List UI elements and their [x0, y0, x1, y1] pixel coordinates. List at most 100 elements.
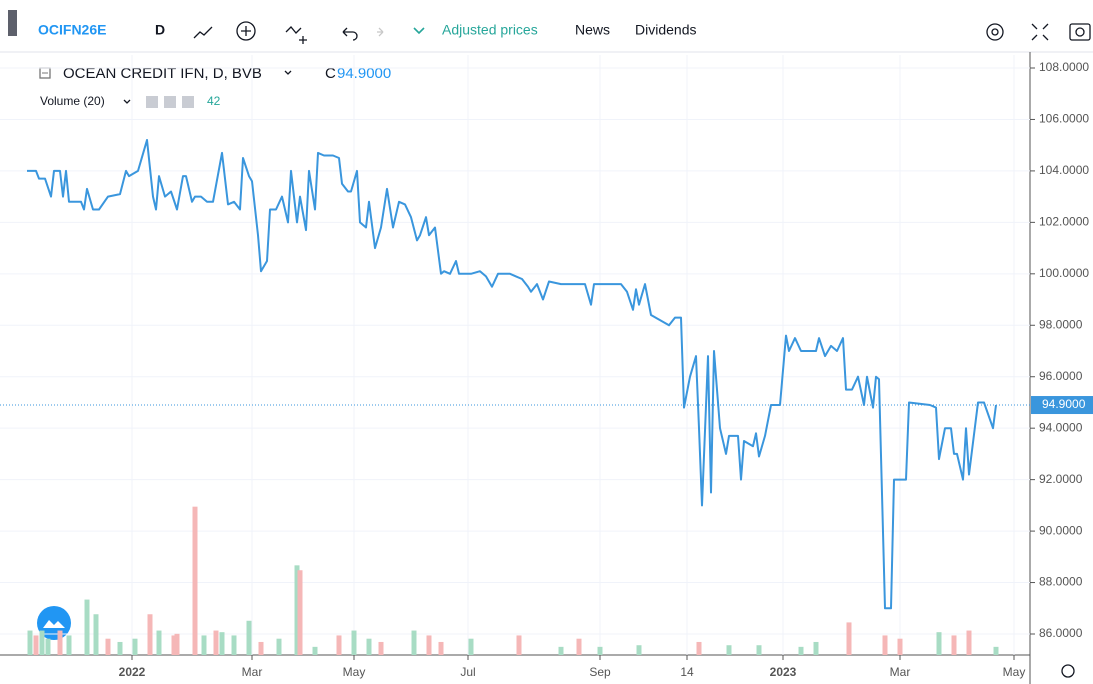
x-tick-label: May — [1003, 665, 1026, 679]
axis-settings-icon[interactable] — [1061, 664, 1075, 678]
volume-bar — [351, 630, 357, 655]
volume-bar — [636, 645, 642, 655]
y-tick-label: 90.0000 — [1039, 523, 1083, 537]
volume-bar — [558, 646, 564, 655]
y-tick-label: 106.0000 — [1039, 112, 1089, 126]
volume-bar — [231, 635, 237, 655]
series-title: OCEAN CREDIT IFN, D, BVB — [63, 65, 262, 82]
chart-type-icon[interactable] — [193, 26, 213, 39]
y-tick-label: 92.0000 — [1039, 472, 1083, 486]
volume-bar — [312, 646, 318, 655]
news[interactable]: News — [575, 22, 610, 38]
y-tick-label: 100.0000 — [1039, 266, 1089, 280]
volume-bar — [201, 635, 207, 655]
volume-bar — [576, 638, 582, 655]
x-tick-label: 14 — [680, 665, 694, 679]
volume-caret[interactable] — [123, 99, 131, 104]
x-tick-label: Mar — [242, 665, 263, 679]
volume-bar — [366, 638, 372, 655]
close-value: 94.9000 — [337, 65, 391, 82]
volume-bar — [951, 635, 957, 655]
snapshot-lens — [1075, 27, 1085, 37]
volume-bar — [597, 646, 603, 655]
x-tick-label: 2022 — [119, 665, 146, 679]
x-tick-label: May — [343, 665, 366, 679]
y-tick-label: 102.0000 — [1039, 215, 1089, 229]
volume-eye[interactable] — [146, 96, 158, 108]
volume-bar — [147, 614, 153, 655]
last-price-box — [1031, 396, 1093, 415]
x-tick-label: 2023 — [770, 665, 797, 679]
y-tick-label: 86.0000 — [1039, 626, 1083, 640]
volume-bar — [336, 635, 342, 655]
volume-bar — [39, 630, 45, 655]
volume-bar — [258, 641, 264, 655]
adjusted-prices[interactable]: Adjusted prices — [442, 22, 538, 38]
y-tick-label: 94.0000 — [1039, 420, 1083, 434]
interval[interactable]: D — [155, 22, 165, 38]
volume-bar — [105, 638, 111, 655]
volume-bar — [378, 641, 384, 655]
symbol[interactable]: OCIFN26E — [38, 22, 106, 38]
volume-bar — [882, 635, 888, 655]
volume-bar — [468, 638, 474, 655]
volume-bar — [213, 630, 219, 655]
indicator-plus — [241, 26, 251, 36]
volume-bar — [246, 620, 252, 655]
volume-bar — [936, 632, 942, 655]
volume-bar — [132, 638, 138, 655]
x-tick-label: Mar — [890, 665, 911, 679]
y-tick-label: 88.0000 — [1039, 575, 1083, 589]
compare-icon[interactable] — [285, 26, 307, 44]
volume-bar — [297, 570, 303, 655]
volume-bar — [846, 622, 852, 655]
y-tick-label: 96.0000 — [1039, 369, 1083, 383]
volume-bar — [27, 630, 33, 655]
check-icon — [413, 27, 425, 35]
x-tick-label: Jul — [460, 665, 475, 679]
x-tick-label: Sep — [589, 665, 611, 679]
volume-value: 42 — [207, 94, 221, 108]
volume-bar — [756, 645, 762, 655]
last-price-label: 94.9000 — [1042, 397, 1086, 411]
indicator-icon[interactable] — [236, 21, 256, 41]
side-handle — [8, 10, 17, 36]
settings-icon[interactable] — [986, 23, 1004, 41]
volume-bar — [156, 630, 162, 655]
volume-bar — [426, 635, 432, 655]
volume-bar — [897, 638, 903, 655]
volume-bar — [117, 641, 123, 655]
volume-bar — [219, 632, 225, 655]
volume-bar — [33, 635, 39, 655]
volume-bar — [66, 635, 72, 655]
volume-bar — [93, 614, 99, 655]
redo-icon[interactable] — [377, 27, 384, 37]
volume-bar — [174, 633, 180, 655]
y-tick-label: 104.0000 — [1039, 163, 1089, 177]
snapshot-icon[interactable] — [1069, 23, 1091, 41]
fullscreen-icon[interactable] — [1031, 23, 1049, 41]
volume-bar — [438, 641, 444, 655]
volume-bar — [276, 638, 282, 655]
undo-icon[interactable] — [342, 27, 358, 41]
volume-bar — [192, 506, 198, 655]
volume-bar — [45, 638, 51, 655]
title-caret[interactable] — [284, 70, 292, 75]
volume-settings[interactable] — [164, 96, 176, 108]
volume-bar — [966, 630, 972, 655]
volume-bar — [57, 630, 63, 655]
price-line — [27, 139, 997, 610]
volume-bar — [993, 646, 999, 655]
dividends[interactable]: Dividends — [635, 22, 696, 38]
plot: 86.0000 88.0000 90.0000 92.0000 94.0000 96.00… — [0, 55, 1093, 679]
volume-remove[interactable] — [182, 96, 194, 108]
volume-bar — [726, 645, 732, 655]
volume-bar — [516, 635, 522, 655]
volume-bar — [411, 630, 417, 655]
volume-bar — [696, 641, 702, 655]
volume-bar — [813, 641, 819, 655]
y-tick-label: 98.0000 — [1039, 317, 1083, 331]
volume-bar — [294, 565, 300, 655]
